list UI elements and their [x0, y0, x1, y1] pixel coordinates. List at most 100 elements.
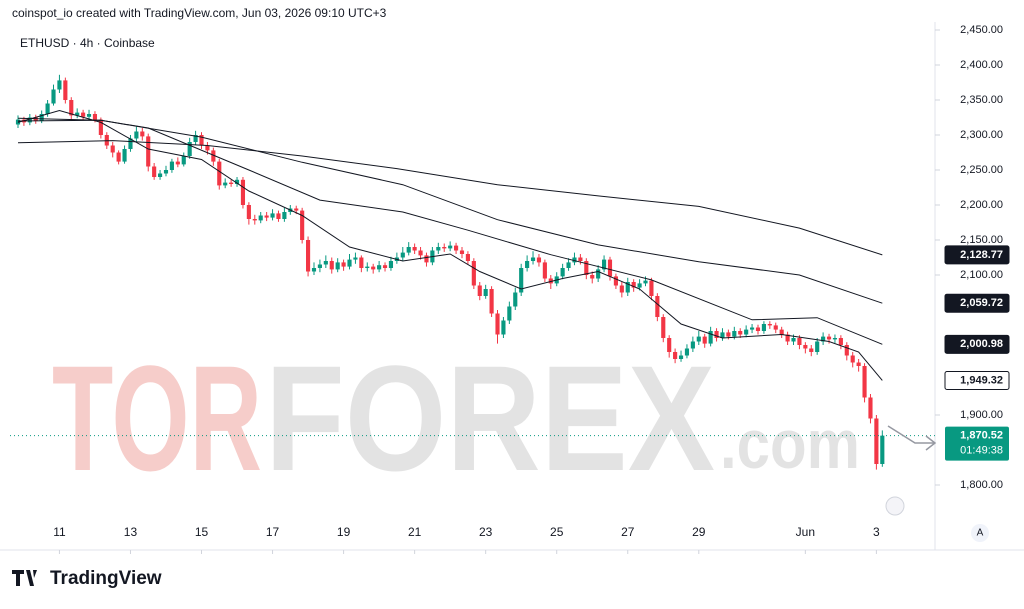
candle-body — [530, 257, 536, 261]
last-price-label: 1,870.52 — [960, 430, 1003, 442]
candle-body — [572, 257, 577, 263]
candle-body — [418, 250, 423, 256]
candle-body — [678, 355, 684, 359]
candle-body — [359, 257, 364, 268]
candle-body — [755, 327, 761, 331]
candle-body — [92, 114, 98, 120]
y-tick-label: 2,100.00 — [960, 269, 1003, 281]
candle-body — [637, 283, 642, 288]
candle-body — [294, 208, 299, 211]
candle-body — [276, 213, 281, 219]
candle-body — [146, 136, 151, 167]
candle-body — [436, 247, 441, 251]
price-badge-label: 2,128.77 — [960, 249, 1003, 261]
plot-area — [10, 74, 935, 470]
candle-body — [317, 264, 322, 268]
candle-body — [448, 245, 453, 249]
y-tick-label: 2,300.00 — [960, 129, 1003, 141]
watermark: TOR FOREX .com — [52, 334, 860, 502]
candle-body — [229, 182, 234, 184]
candle-body — [223, 182, 228, 186]
candle-body — [708, 331, 713, 344]
tv-logo-text: TradingView — [50, 568, 162, 589]
candle-body — [282, 212, 287, 219]
candle-body — [797, 338, 802, 345]
candle-body — [181, 156, 186, 165]
candle-body — [199, 135, 204, 146]
candle-body — [258, 215, 263, 221]
candle-body — [335, 262, 340, 270]
candle-body — [471, 261, 476, 286]
candle-body — [744, 329, 749, 335]
y-tick-label: 2,200.00 — [960, 199, 1003, 211]
candle-body — [785, 334, 790, 342]
candle-body — [424, 255, 429, 263]
candle-body — [388, 261, 394, 268]
countdown: 01:49:38 — [960, 445, 1003, 457]
candle-body — [667, 338, 672, 352]
x-tick-label: 23 — [479, 525, 493, 539]
candle-body — [27, 117, 32, 123]
y-tick-label: 2,450.00 — [960, 24, 1003, 36]
candle-body — [406, 247, 411, 253]
watermark-text: FOREX — [265, 334, 715, 502]
candle-body — [826, 336, 832, 340]
candle-body — [169, 161, 174, 170]
candle-body — [175, 161, 180, 165]
candle-body — [809, 348, 814, 352]
candle-body — [158, 173, 163, 177]
candle-body — [211, 150, 216, 162]
candle-body — [110, 145, 115, 153]
candle-body — [542, 262, 547, 279]
y-tick-label: 2,400.00 — [960, 59, 1003, 71]
auto-scale-button[interactable] — [971, 524, 989, 542]
auto-scale-label[interactable]: A — [977, 528, 984, 539]
projection-arrow — [887, 425, 937, 451]
candle-body — [365, 266, 370, 268]
candle-body — [140, 131, 145, 137]
candle-body — [732, 331, 737, 337]
y-tick-label: 2,150.00 — [960, 234, 1003, 246]
price-badge-label: 2,000.98 — [960, 338, 1003, 350]
price-badge-label: 1,949.32 — [960, 374, 1003, 386]
candle-body — [750, 327, 755, 330]
candle-body — [844, 345, 849, 356]
candle-body — [217, 161, 222, 186]
candle-body — [81, 112, 86, 117]
candle-body — [821, 336, 826, 342]
candle-body — [33, 117, 38, 121]
header: coinspot_io created with TradingView.com… — [12, 6, 387, 20]
candle-body — [513, 292, 518, 307]
candle-body — [323, 261, 328, 265]
candle-body — [536, 257, 542, 263]
candle-body — [525, 261, 530, 268]
candle-body — [631, 282, 636, 288]
candle-body — [382, 265, 388, 268]
candle-body — [519, 268, 524, 293]
event-icon[interactable] — [885, 496, 905, 516]
candle-body — [596, 269, 601, 279]
candle-body — [489, 289, 494, 314]
candle-body — [329, 261, 334, 270]
price-badge — [944, 370, 1010, 390]
candle-body — [661, 317, 666, 338]
price-badge — [944, 334, 1010, 354]
x-tick-label: 15 — [195, 525, 209, 539]
candle-body — [649, 280, 654, 296]
candle-body — [128, 138, 133, 149]
candle-body — [412, 247, 417, 251]
candle-body — [86, 114, 92, 117]
candle-body — [459, 250, 465, 254]
candle-body — [838, 338, 843, 345]
candle-body — [607, 259, 613, 277]
price-badge-label: 2,059.72 — [960, 297, 1003, 309]
moving-average — [17, 109, 883, 381]
candle-body — [684, 348, 690, 356]
candle-body — [619, 285, 624, 293]
candle-body — [75, 112, 80, 116]
candle-body — [234, 179, 240, 184]
candle-body — [702, 336, 707, 344]
candle-body — [347, 259, 352, 267]
candle-body — [353, 257, 358, 260]
